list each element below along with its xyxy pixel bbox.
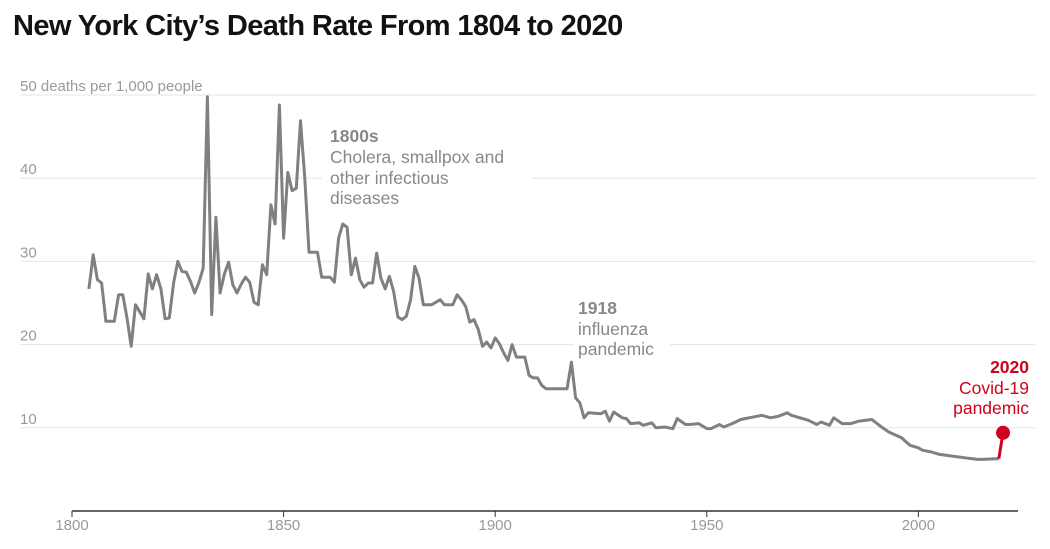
label-knockout — [16, 243, 39, 260]
x-tick-label: 1950 — [690, 517, 723, 534]
label-knockout — [16, 409, 39, 426]
annotation-title: 1800s — [330, 126, 379, 146]
y-tick-label: 30 — [20, 244, 37, 261]
chart-title: New York City’s Death Rate From 1804 to … — [13, 10, 623, 42]
x-tick-label: 1800 — [55, 517, 88, 534]
label-knockout — [16, 326, 39, 343]
y-tick-labels: 10 20 30 40 50 deaths per 1,000 people — [16, 77, 236, 428]
annotation-title: 2020 — [990, 357, 1029, 377]
y-tick-label: 40 — [20, 161, 37, 178]
x-tick-label: 2000 — [902, 517, 935, 534]
annotation-line: diseases — [330, 188, 399, 208]
annotation-2020: 2020 Covid-19 pandemic — [953, 357, 1029, 418]
annotation-knockout — [322, 122, 532, 208]
label-knockout — [16, 160, 39, 177]
annotation-title: 1918 — [578, 298, 617, 318]
annotation-knockout — [574, 294, 670, 358]
annotation-line: pandemic — [953, 398, 1029, 418]
annotation-line: Covid-19 — [959, 378, 1029, 398]
annotation-line: pandemic — [578, 339, 654, 359]
annotation-line: Cholera, smallpox and — [330, 147, 504, 167]
x-tick-label: 1850 — [267, 517, 300, 534]
annotation-1800s: 1800s Cholera, smallpox and other infect… — [322, 122, 532, 208]
label-knockout — [16, 77, 236, 93]
x-axis: 1800 1850 1900 1950 2000 — [55, 510, 1018, 534]
x-tick-label: 1900 — [479, 517, 512, 534]
series-lines — [87, 95, 1011, 461]
annotation-1918: 1918 influenza pandemic — [574, 294, 670, 359]
series-line — [87, 95, 999, 461]
annotation-line: other infectious — [330, 168, 449, 188]
annotation-line: influenza — [578, 319, 648, 339]
y-tick-label: 10 — [20, 411, 37, 428]
y-tick-label: 20 — [20, 328, 37, 345]
y-tick-label: 50 deaths per 1,000 people — [20, 78, 203, 95]
highlight-point-2020 — [996, 425, 1011, 440]
